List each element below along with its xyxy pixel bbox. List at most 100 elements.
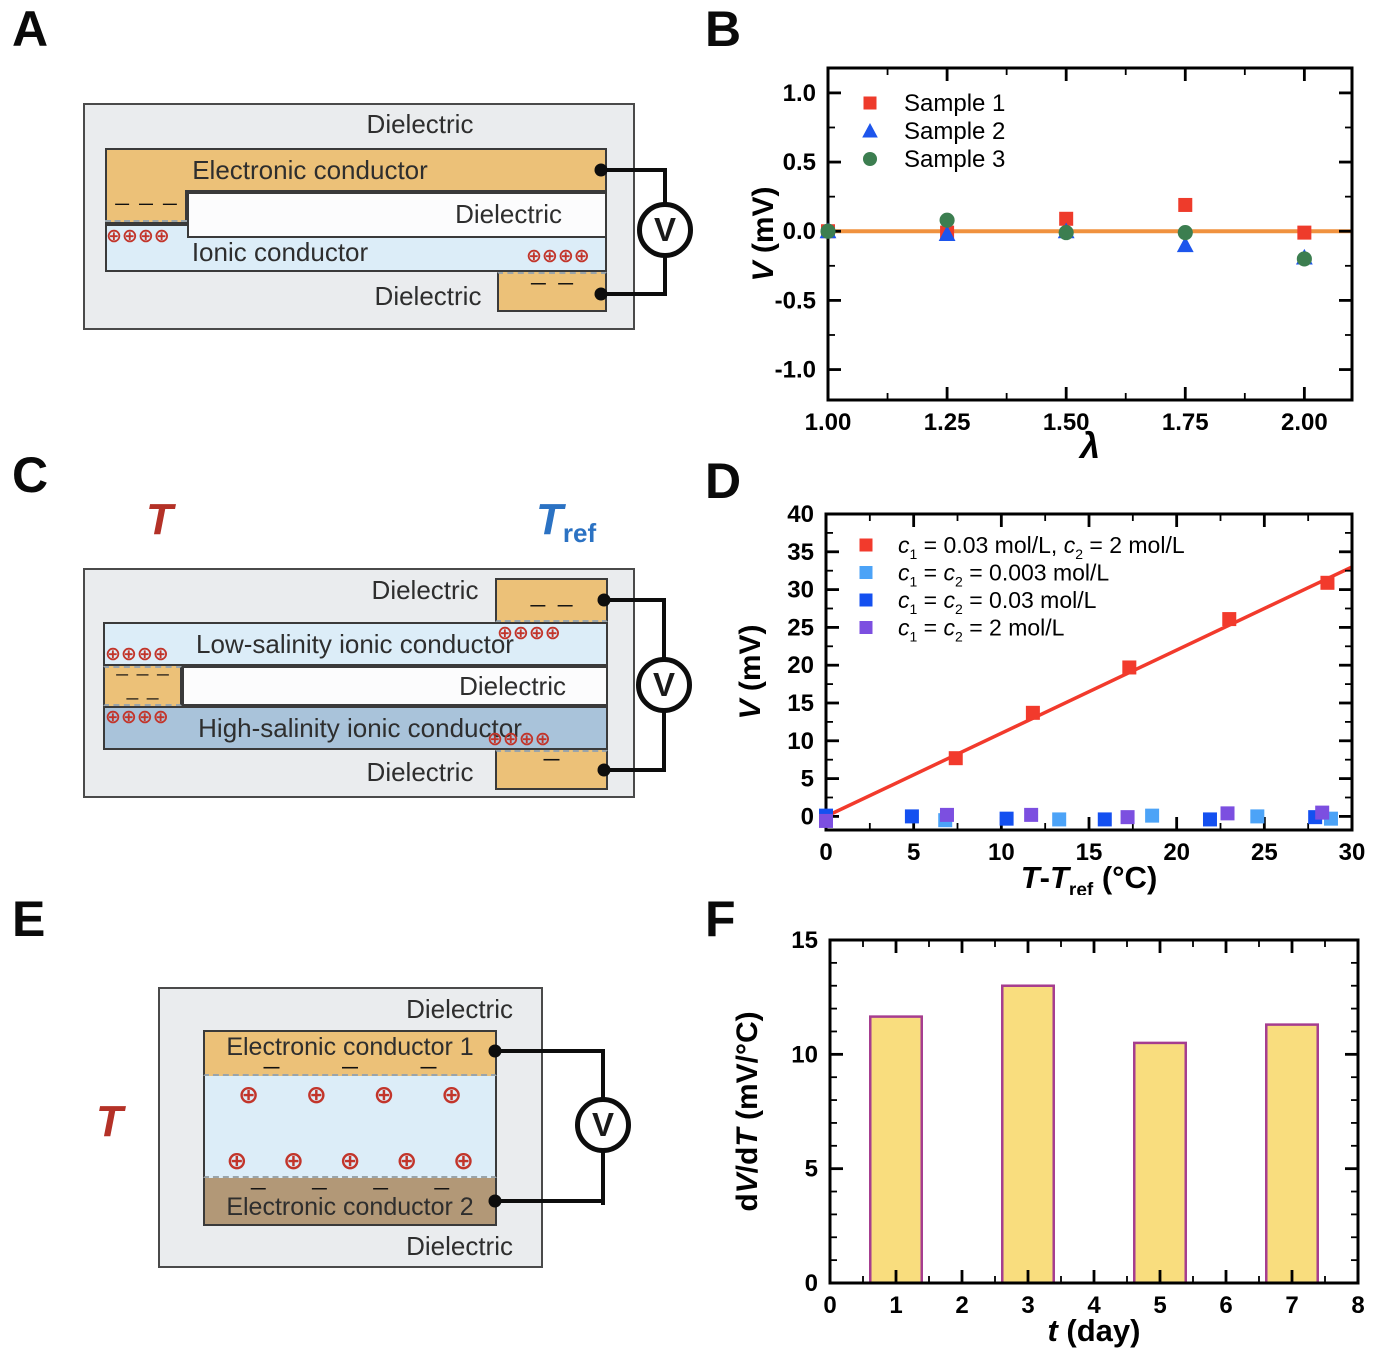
panel-e-electrolyte [203,1076,497,1178]
y-tick-label: 0 [801,803,814,830]
panel-e-positive-ions-row2: ⊕ ⊕ ⊕ ⊕ ⊕ [226,1146,474,1175]
series-2-point [1097,812,1112,827]
x-tick-label: 1.00 [805,409,852,436]
panel-c-wire-top [604,598,666,602]
panel-a-interface-dashed-line-left [105,220,187,222]
x-tick-label: 30 [1339,839,1366,866]
series-2-point [820,223,836,239]
x-tick-label: 1.25 [924,409,971,436]
panel-a-ionic-conductor-label: Ionic conductor [191,237,369,267]
panel-c-wire-bottom [604,768,666,772]
panel-c-dielectric-top-label: Dielectric [371,575,479,605]
y-tick-label: 0.5 [783,149,816,176]
series-3-point [1024,807,1039,822]
panel-a-positive-ions-left: ⊕⊕⊕⊕ [106,225,170,247]
panel-c-negative-charges-top: — — [530,597,573,614]
y-tick-label: 0.0 [783,218,816,245]
x-tick-label: 0 [823,1292,836,1319]
panel-c-terminal-bottom [597,763,611,777]
y-tick-label: 40 [787,501,814,528]
panel-e-electronic-conductor-2 [203,1178,497,1226]
x-axis-label: λ [1078,425,1100,465]
legend-marker-1 [859,566,873,579]
chart-d-svg: 0 5 10 15 20 25 30 0 5 10 15 20 25 30 35 40 T-Tref (°C) V… [734,501,1366,895]
bar-day-7 [1265,1023,1319,1285]
panel-c-positive-ions-high-left: ⊕⊕⊕⊕ [105,706,169,728]
legend-entry-3: c1 = c2 = 2 mol/L [898,615,1065,645]
series-2-point [904,809,919,824]
panel-a-negative-charges-bottom: — — [530,275,574,292]
panel-c-left-electrode [103,666,182,706]
panel-a-wire-bottom [601,292,667,296]
x-tick-label: 3 [1021,1292,1034,1319]
panel-a-dielectric-mid-label: Dielectric [455,199,562,229]
y-tick-label: 10 [791,1041,818,1068]
x-tick-label: 15 [1076,839,1103,866]
legend-marker-2 [862,151,878,167]
legend-marker-2 [859,593,873,607]
legend-entry-1: Sample 2 [904,118,1005,145]
x-tick-label: 1.75 [1162,409,1209,436]
x-tick-label: 20 [1163,839,1190,866]
series-3-point [819,813,833,828]
panel-c-negative-charges-left-bottom: — — [126,691,159,705]
panel-a-terminal-top [594,163,608,177]
y-tick-label: 15 [791,927,818,954]
panel-c-dielectric-mid-label: Dielectric [459,671,566,701]
x-tick-label: 5 [907,839,920,866]
x-tick-label: 10 [988,839,1015,866]
x-tick-label: 1 [889,1292,902,1319]
y-tick-label: -1.0 [775,357,816,384]
chart-b-svg: 1.00 1.25 1.50 1.75 2.00 -1.0 -0.5 0.0 0.5 1.0 λ V … [747,66,1354,465]
panel-c-negative-charges-left-top: — — — [116,667,169,681]
y-tick-label: 0 [805,1270,818,1297]
x-tick-label: 5 [1153,1292,1166,1319]
panel-e-terminal-top [488,1044,502,1058]
panel-e-terminal-bottom [488,1194,502,1208]
panel-c-low-salinity-conductor [103,622,608,666]
panel-a-letter: A [12,1,49,57]
x-tick-label: 2.00 [1281,409,1328,436]
series-1-point [1145,808,1160,823]
panel-a-bottom-electrode [497,272,607,312]
panel-c-temperature-ref: Tref [536,498,596,547]
y-tick-label: 5 [805,1156,818,1183]
y-tick-label: 20 [787,652,814,679]
bar-day-1 [869,1015,923,1285]
panel-e-electronic-conductor-1 [203,1030,497,1076]
panel-a-dielectric-top-label: Dielectric [366,109,474,139]
series-3-point [1315,805,1330,820]
panel-a-negative-charges-top: — — — [115,195,177,211]
panel-c-low-salinity-label: Low-salinity ionic conductor [196,629,514,659]
y-axis-label: dV/dT (mV/°C) [731,1011,764,1211]
series-0-point [1025,705,1040,720]
panel-a-electronic-conductor-label: Electronic conductor [192,155,428,185]
panel-e-conductor1-label: Electronic conductor 1 [226,1033,474,1061]
panel-a-electrode-leg [105,190,187,224]
legend-entry-2: Sample 3 [904,146,1005,173]
panel-a-dielectric-bottom-label: Dielectric [374,281,482,311]
panel-c-positive-ions-low-left: ⊕⊕⊕⊕ [105,643,169,665]
panel-e-wire-bottom [495,1199,603,1203]
series-2-point [999,811,1014,826]
y-tick-label: 5 [801,766,814,793]
legend-marker-3 [859,621,873,634]
panel-e-negative-charges-bottom: — — — — [250,1180,450,1197]
y-tick-label: 35 [787,539,814,566]
series-2-point [1296,251,1312,267]
series-0-point [1059,211,1074,226]
panel-c-negative-charge-bottom: — [543,751,560,768]
panel-c-positive-ions-low-right: ⊕⊕⊕⊕ [497,622,561,644]
x-tick-label: 6 [1219,1292,1232,1319]
y-axis-label: V (mV) [747,186,780,281]
panel-e-voltmeter: V [575,1097,631,1153]
series-3-point [1120,810,1135,825]
panel-a-positive-ions-right: ⊕⊕⊕⊕ [526,245,590,267]
panel-e-conductor2-label: Electronic conductor 2 [226,1193,474,1221]
bar-day-5 [1133,1041,1187,1285]
legend-marker-0 [863,96,877,110]
panel-c-letter: C [12,447,49,503]
panel-c-bottom-electrode [495,750,608,790]
series-0-point [1320,575,1335,590]
panel-d-letter: D [705,453,742,509]
